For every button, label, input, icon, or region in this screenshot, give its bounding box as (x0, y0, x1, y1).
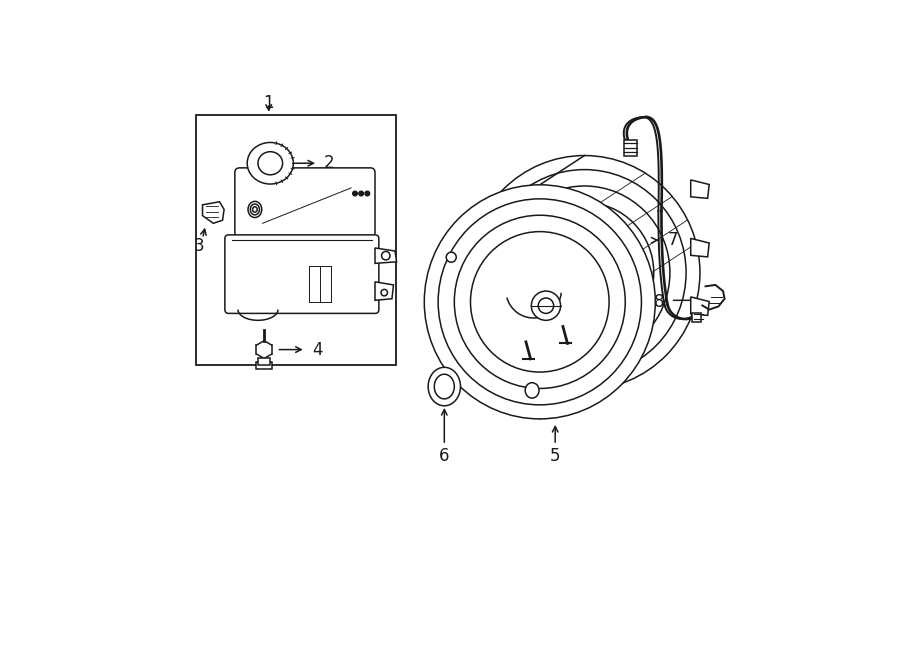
Circle shape (365, 191, 370, 196)
Circle shape (353, 191, 357, 196)
Ellipse shape (424, 185, 655, 419)
Ellipse shape (250, 204, 259, 215)
Ellipse shape (248, 143, 293, 184)
Text: 5: 5 (550, 447, 561, 465)
Text: 3: 3 (194, 237, 205, 255)
Ellipse shape (253, 207, 257, 212)
Bar (258, 358, 270, 365)
Text: 6: 6 (439, 447, 450, 465)
Text: 2: 2 (324, 154, 335, 173)
Ellipse shape (538, 298, 554, 313)
Ellipse shape (469, 155, 700, 389)
FancyBboxPatch shape (225, 235, 379, 313)
Circle shape (446, 253, 456, 262)
Ellipse shape (258, 152, 283, 175)
Ellipse shape (248, 202, 262, 217)
Text: 1: 1 (264, 94, 274, 112)
Text: 8: 8 (654, 293, 664, 311)
Polygon shape (690, 239, 709, 257)
Bar (256, 362, 272, 369)
Ellipse shape (435, 374, 454, 399)
Text: 7: 7 (668, 231, 678, 249)
Ellipse shape (428, 368, 461, 406)
Polygon shape (375, 248, 397, 263)
Polygon shape (690, 297, 709, 315)
Polygon shape (202, 202, 224, 223)
Text: 4: 4 (312, 340, 322, 358)
Ellipse shape (526, 383, 539, 398)
Ellipse shape (531, 291, 561, 321)
Circle shape (381, 290, 388, 296)
Circle shape (359, 191, 364, 196)
Circle shape (382, 251, 390, 260)
Bar (692, 313, 701, 322)
Bar (625, 140, 637, 155)
Bar (195, 115, 396, 365)
Polygon shape (690, 180, 709, 198)
Polygon shape (375, 282, 393, 300)
FancyBboxPatch shape (235, 168, 375, 237)
